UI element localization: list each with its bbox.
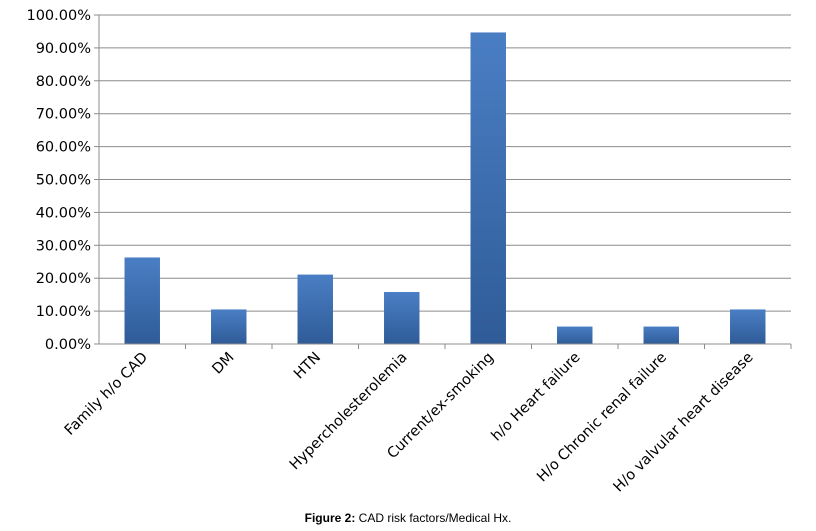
x-category-label: DM (210, 350, 238, 378)
y-tick-label: 20.00% (36, 271, 91, 287)
figure-caption-text: CAD risk factors/Medical Hx. (355, 511, 512, 525)
bar (643, 326, 679, 344)
y-axis-tick-labels: 0.00% 10.00% 20.00% 30.00% 40.00% 50.00% 60.00… (26, 8, 91, 353)
x-category-label: h/o Heart failure (489, 349, 584, 444)
y-tick-label: 80.00% (36, 74, 91, 90)
bar (384, 292, 420, 344)
figure-caption: Figure 2: CAD risk factors/Medical Hx. (0, 511, 816, 525)
y-tick-label: 50.00% (36, 173, 91, 189)
x-category-label: Family h/o CAD (62, 350, 151, 439)
bars (124, 32, 766, 344)
figure-label: Figure 2: (304, 511, 356, 525)
bar-chart: 0.00% 10.00% 20.00% 30.00% 40.00% 50.00% 60.00… (26, 8, 792, 495)
y-tick-label: 70.00% (36, 107, 91, 123)
y-tick-label: 10.00% (36, 304, 91, 320)
axes (94, 14, 792, 349)
y-tick-label: 40.00% (36, 205, 91, 221)
y-tick-label: 60.00% (36, 140, 91, 156)
bar (211, 309, 247, 344)
x-axis-category-labels: Family h/o CAD DM HTNHypercholesterolemiaC… (62, 349, 757, 495)
y-tick-label: 0.00% (45, 337, 91, 353)
bar (470, 32, 506, 344)
y-tick-label: 30.00% (36, 238, 91, 254)
y-tick-label: 100.00% (26, 8, 91, 24)
x-category-label: H/o valvular heart disease (611, 349, 757, 495)
x-category-label: HTN (291, 350, 324, 383)
bar (730, 309, 766, 344)
bar (557, 326, 593, 344)
bar (124, 257, 160, 344)
gridlines (99, 14, 791, 312)
y-tick-label: 90.00% (36, 41, 91, 57)
bar (297, 274, 333, 344)
